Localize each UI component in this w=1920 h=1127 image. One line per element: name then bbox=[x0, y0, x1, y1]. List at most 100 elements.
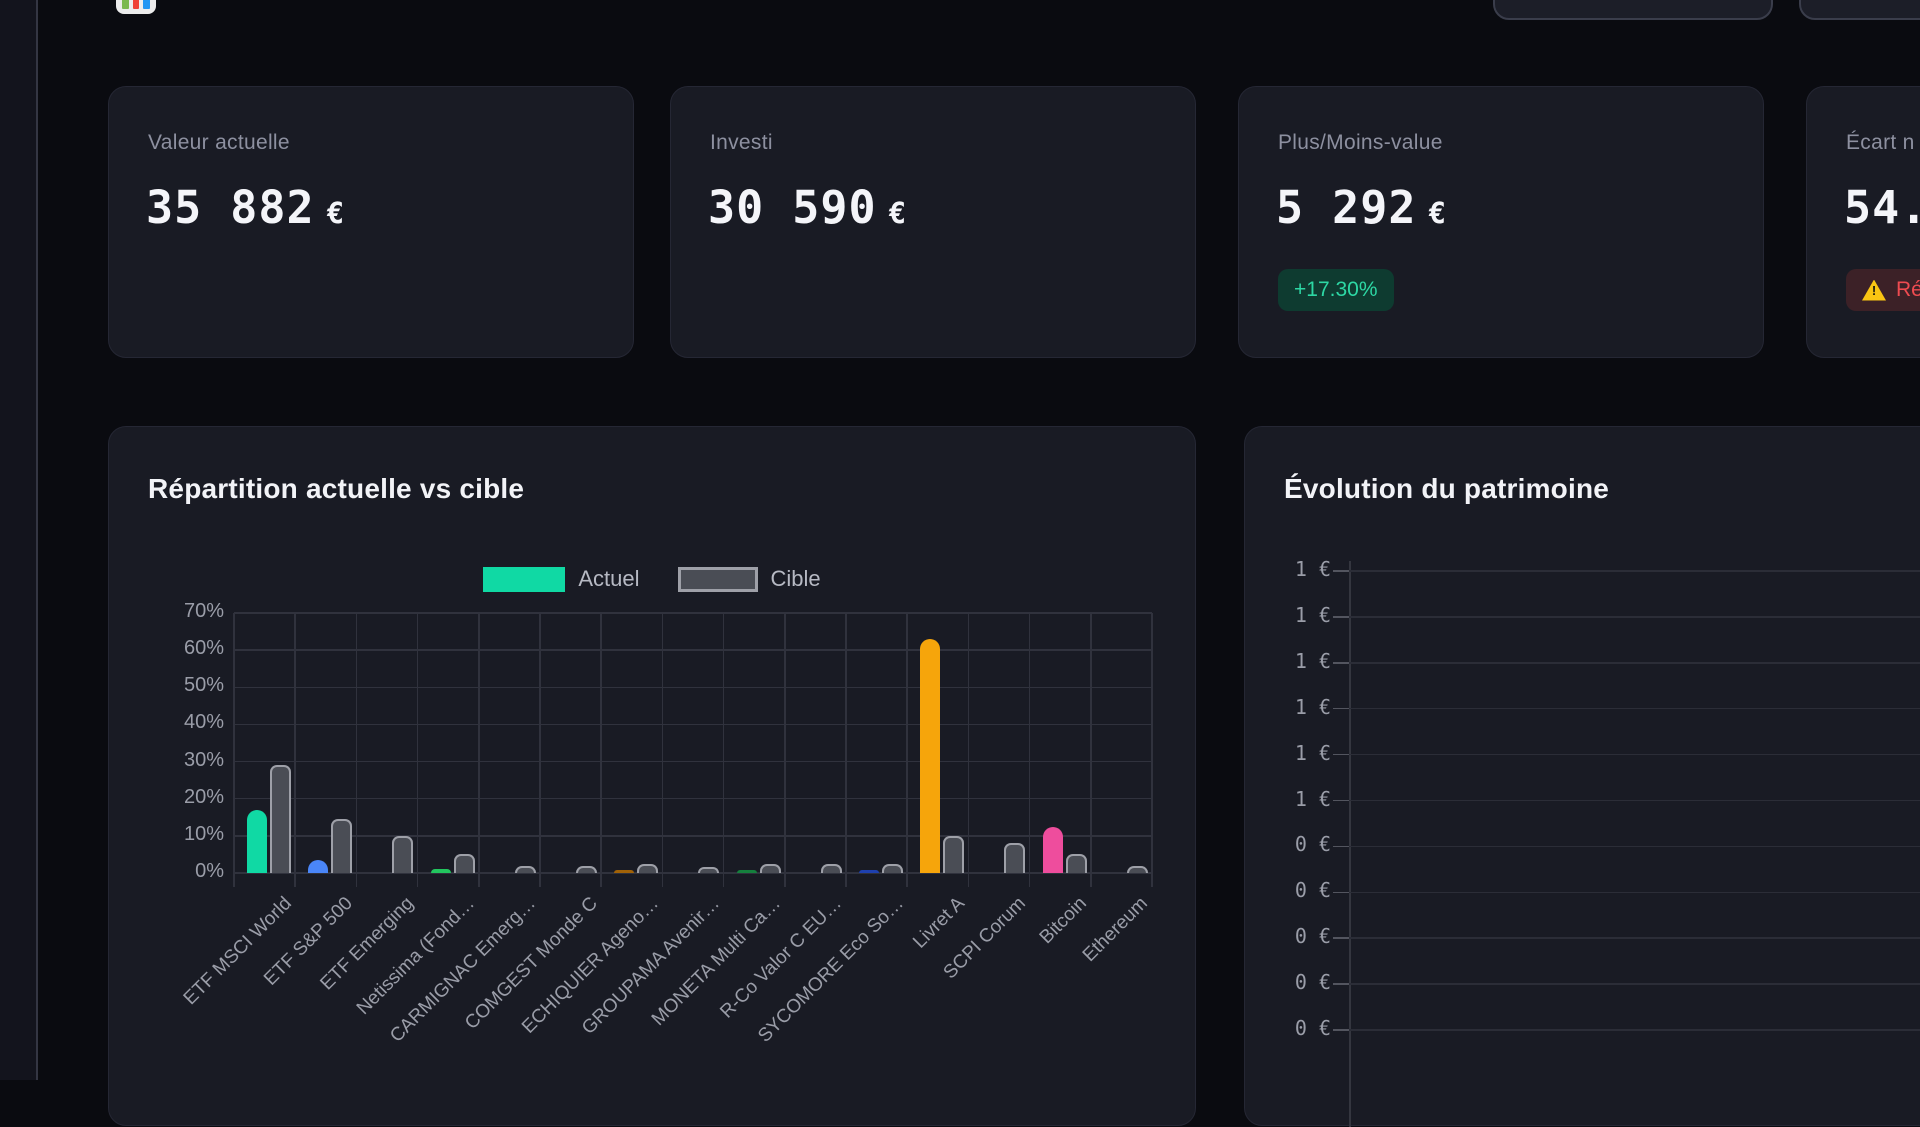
y-axis-tick-label: 30% bbox=[183, 748, 224, 771]
bar-cible-SYCOMORE Eco So…[interactable] bbox=[882, 863, 903, 873]
bar-actuel-MONETA Multi Ca…[interactable] bbox=[736, 870, 757, 873]
performance-badge: +17.30% bbox=[1278, 269, 1394, 311]
stat-value: 54. bbox=[1844, 181, 1920, 234]
topbar-button-2[interactable] bbox=[1799, 0, 1920, 20]
y-axis-tick-label: 40% bbox=[183, 711, 224, 734]
bar-cible-MONETA Multi Ca…[interactable] bbox=[759, 863, 781, 873]
bar-cible-Netissima (Fond…[interactable] bbox=[453, 854, 475, 873]
y-axis-tick-label: 20% bbox=[183, 785, 224, 808]
y-axis-tick-label: 1 € bbox=[1294, 602, 1331, 627]
legend-swatch-actuel bbox=[483, 566, 566, 592]
gridline-h bbox=[1349, 570, 1920, 572]
y-axis-tick bbox=[1333, 937, 1349, 939]
gridline-v bbox=[906, 613, 908, 887]
gridline-v bbox=[1090, 613, 1092, 887]
currency-symbol: € bbox=[1428, 196, 1446, 230]
bar-cible-Livret A[interactable] bbox=[943, 835, 965, 873]
bar-cible-ECHIQUIER Ageno…[interactable] bbox=[637, 863, 659, 873]
y-axis-tick-label: 10% bbox=[183, 822, 224, 845]
legend-swatch-cible bbox=[677, 566, 758, 592]
y-axis-tick bbox=[1333, 845, 1349, 848]
logo-bar-green bbox=[122, 0, 129, 9]
gridline-v bbox=[478, 613, 480, 887]
legend-label: Cible bbox=[770, 566, 821, 591]
y-axis-tick-label: 1 € bbox=[1294, 694, 1331, 719]
y-axis-tick-label: 0 € bbox=[1294, 924, 1331, 949]
y-axis-tick-label: 0 € bbox=[1294, 970, 1331, 995]
gridline-v bbox=[416, 613, 419, 887]
gridline-h bbox=[1349, 937, 1920, 939]
legend-item-actuel[interactable]: Actuel bbox=[483, 566, 640, 592]
gridline-h bbox=[234, 872, 1152, 874]
y-axis-tick-label: 0 € bbox=[1294, 1016, 1331, 1040]
bar-cible-ETF MSCI World[interactable] bbox=[270, 765, 291, 873]
y-axis-tick-label: 70% bbox=[183, 600, 224, 622]
warning-triangle-icon bbox=[1862, 279, 1886, 301]
y-axis-tick bbox=[1333, 799, 1349, 802]
x-axis-label: Ethereum bbox=[1079, 893, 1153, 967]
bar-cible-SCPI Corum[interactable] bbox=[1004, 843, 1026, 873]
y-axis-tick-label: 1 € bbox=[1294, 648, 1331, 673]
gridline-v bbox=[784, 613, 786, 887]
y-axis-tick bbox=[1333, 983, 1349, 985]
x-axis-label: ETF Emerging bbox=[316, 893, 418, 995]
bar-actuel-SYCOMORE Eco So…[interactable] bbox=[859, 870, 879, 873]
logo-bar-red bbox=[132, 0, 140, 9]
bar-cible-GROUPAMA Avenir…[interactable] bbox=[698, 867, 720, 873]
gridline-h bbox=[234, 835, 1152, 837]
gridline-v bbox=[355, 613, 358, 887]
bar-cible-Bitcoin[interactable] bbox=[1065, 854, 1087, 873]
currency-symbol: € bbox=[888, 196, 907, 230]
y-axis-tick bbox=[1333, 616, 1349, 618]
x-axis-label: Bitcoin bbox=[1035, 893, 1092, 949]
y-axis-tick-label: 60% bbox=[183, 637, 224, 660]
y-axis-tick-label: 1 € bbox=[1294, 786, 1331, 811]
gridline-h bbox=[234, 612, 1152, 614]
bar-cible-Ethereum[interactable] bbox=[1126, 865, 1148, 873]
bar-cible-ETF S&P 500[interactable] bbox=[331, 819, 353, 873]
gridline-h bbox=[1349, 1029, 1920, 1031]
gridline-h bbox=[234, 649, 1152, 651]
gridline-h bbox=[234, 686, 1152, 689]
bar-actuel-ETF MSCI World[interactable] bbox=[247, 809, 267, 873]
y-axis-line bbox=[1349, 561, 1351, 1127]
stat-card-investi: Investi 30 590 € bbox=[670, 86, 1196, 358]
y-axis-tick-label: 0 € bbox=[1294, 878, 1331, 903]
bar-cible-CARMIGNAC Emerg…[interactable] bbox=[514, 865, 536, 873]
gridline-v bbox=[233, 613, 235, 887]
bar-actuel-ECHIQUIER Ageno…[interactable] bbox=[614, 870, 635, 873]
x-axis-label: COMGEST Monde C bbox=[460, 893, 602, 1034]
y-axis-tick bbox=[1333, 707, 1349, 710]
rebalance-warning-badge[interactable]: Ré bbox=[1846, 269, 1920, 311]
legend-label: Actuel bbox=[578, 566, 640, 591]
gridline-v bbox=[845, 613, 847, 887]
gridline-h bbox=[1349, 707, 1920, 710]
x-axis-label: SCPI Corum bbox=[939, 893, 1030, 984]
stat-card-plus-moins-value: Plus/Moins-value 5 292 € +17.30% bbox=[1238, 86, 1764, 358]
bar-actuel-Livret A[interactable] bbox=[920, 639, 941, 873]
x-axis-label: Netissima (Fond… bbox=[352, 893, 480, 1020]
y-axis-tick-label: 0 € bbox=[1294, 832, 1331, 857]
logo-bar-blue bbox=[143, 0, 151, 9]
bar-actuel-Netissima (Fond…[interactable] bbox=[430, 869, 451, 873]
legend-item-cible[interactable]: Cible bbox=[677, 566, 821, 592]
gridline-h bbox=[1349, 753, 1920, 756]
topbar-button-1[interactable] bbox=[1493, 0, 1773, 20]
bar-actuel-ETF S&P 500[interactable] bbox=[308, 860, 329, 873]
bar-cible-COMGEST Monde C[interactable] bbox=[576, 865, 597, 873]
gridline-v bbox=[722, 613, 725, 887]
app-logo-chart-icon[interactable] bbox=[116, 0, 156, 14]
y-axis-tick bbox=[1333, 570, 1349, 572]
x-axis-label: CARMIGNAC Emerg… bbox=[386, 893, 541, 1047]
gridline-h bbox=[234, 797, 1152, 800]
bar-actuel-Bitcoin[interactable] bbox=[1042, 826, 1063, 873]
gridline-h bbox=[1349, 616, 1920, 618]
y-axis-tick bbox=[1333, 1029, 1349, 1031]
x-axis-label: MONETA Multi Ca… bbox=[648, 893, 786, 1031]
x-axis-label: ETF MSCI World bbox=[179, 893, 296, 1010]
gridline-v bbox=[1151, 613, 1153, 887]
bar-cible-ETF Emerging[interactable] bbox=[392, 835, 414, 873]
bar-cible-R-Co Valor C EU…[interactable] bbox=[820, 863, 842, 873]
gridline-h bbox=[1349, 891, 1920, 894]
stat-card-valeur-actuelle: Valeur actuelle 35 882 € bbox=[108, 86, 634, 358]
